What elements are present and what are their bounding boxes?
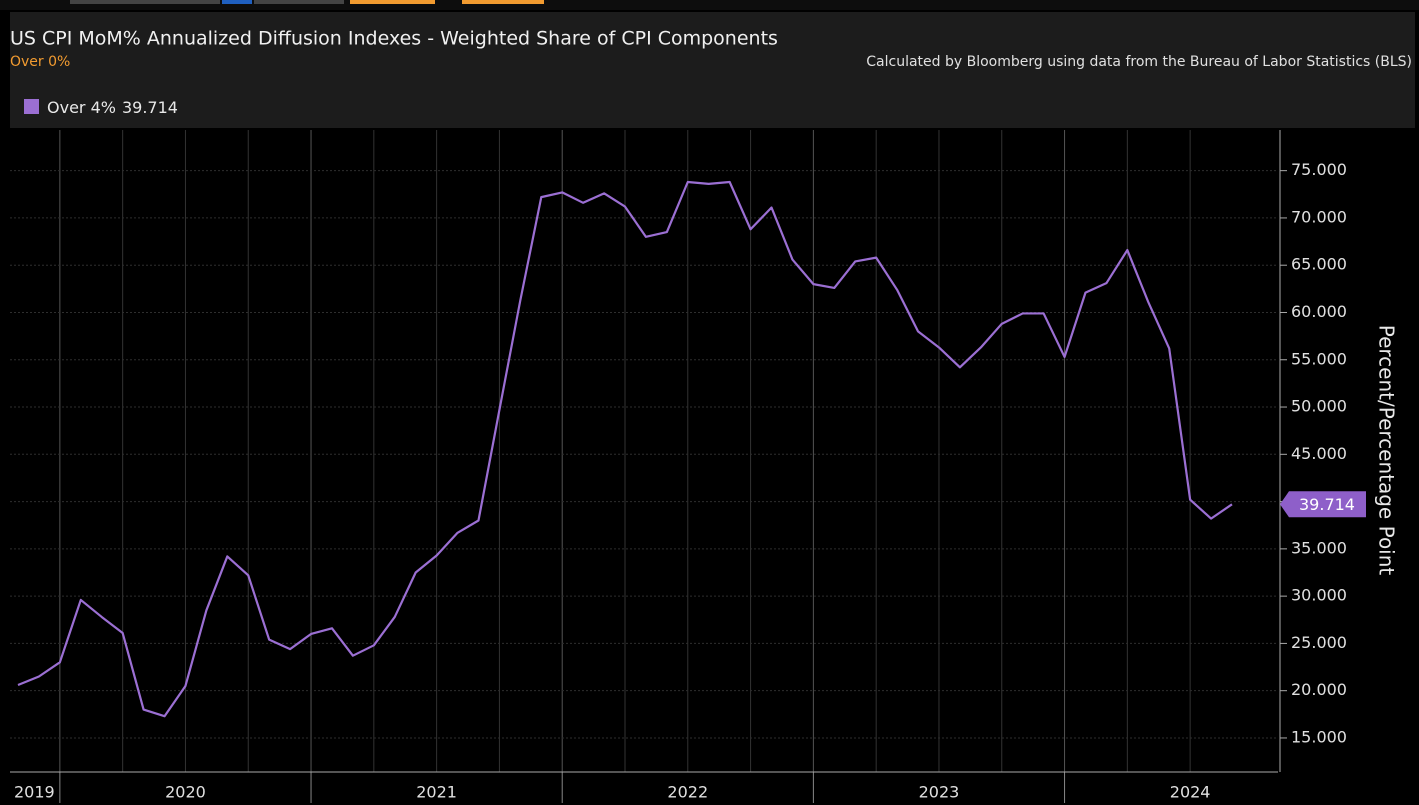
- legend-last-value: 39.714: [122, 98, 178, 117]
- y-axis-title: Percent/Percentage Point: [1375, 325, 1399, 576]
- x-tick-label: 2019: [14, 783, 55, 802]
- toolbar-tab: [70, 0, 220, 4]
- y-tick-label: 20.000: [1291, 680, 1347, 699]
- y-tick-label: 30.000: [1291, 586, 1347, 605]
- last-value-label: 39.714: [1299, 495, 1355, 514]
- y-tick-label: 50.000: [1291, 397, 1347, 416]
- legend-label: Over 4% 39.714: [47, 98, 178, 117]
- y-tick-label: 55.000: [1291, 349, 1347, 368]
- toolbar-tab: [350, 0, 435, 4]
- x-tick-label: 2021: [416, 783, 457, 802]
- chart-subtitle: Over 0%: [10, 54, 70, 70]
- chart-title: US CPI MoM% Annualized Diffusion Indexes…: [10, 28, 778, 50]
- toolbar-tab: [222, 0, 252, 4]
- y-tick-label: 35.000: [1291, 538, 1347, 557]
- toolbar-tab: [254, 0, 344, 4]
- y-tick-label: 25.000: [1291, 633, 1347, 652]
- x-tick-label: 2022: [667, 783, 708, 802]
- header-panel: [10, 12, 1415, 128]
- toolbar: [0, 0, 1419, 10]
- y-tick-label: 65.000: [1291, 255, 1347, 274]
- y-tick-label: 70.000: [1291, 207, 1347, 226]
- source-note: Calculated by Bloomberg using data from …: [866, 54, 1412, 70]
- x-tick-label: 2024: [1170, 783, 1211, 802]
- y-tick-label: 15.000: [1291, 727, 1347, 746]
- x-tick-label: 2020: [165, 783, 206, 802]
- y-tick-label: 60.000: [1291, 302, 1347, 321]
- last-value-tag: [1280, 491, 1366, 518]
- legend-swatch: [24, 99, 39, 114]
- y-tick-label: 75.000: [1291, 160, 1347, 179]
- legend-series-name: Over 4%: [47, 98, 116, 117]
- toolbar-tab: [462, 0, 544, 4]
- x-tick-label: 2023: [919, 783, 960, 802]
- data-line: [17, 180, 1233, 718]
- y-tick-label: 45.000: [1291, 444, 1347, 463]
